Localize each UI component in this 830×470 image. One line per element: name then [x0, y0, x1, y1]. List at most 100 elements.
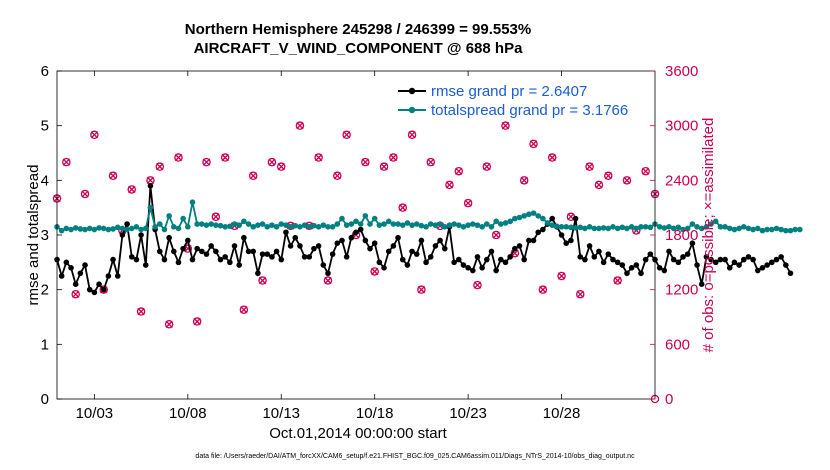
totalspread-point: [633, 225, 640, 232]
rmse-point: [185, 237, 191, 244]
obs-assimilated-point: [333, 172, 341, 180]
totalspread-point: [427, 221, 434, 227]
rmse-point: [264, 251, 271, 257]
rmse-point: [96, 281, 102, 288]
obs-assimilated-point: [529, 140, 538, 148]
totalspread-point: [708, 221, 714, 227]
totalspread-point: [161, 226, 168, 233]
obs-assimilated-point: [249, 172, 257, 180]
totalspread-point: [474, 222, 481, 228]
obs-possible-point: [276, 162, 286, 171]
right-tick-label: 1800: [665, 227, 698, 244]
totalspread-point: [156, 221, 163, 227]
obs-possible-point: [417, 285, 426, 294]
totalspread-point: [549, 222, 556, 228]
obs-assimilated-point: [492, 231, 500, 239]
rmse-point: [773, 256, 780, 263]
obs-assimilated-point: [137, 307, 145, 316]
totalspread-point: [484, 221, 490, 227]
rmse-point: [516, 243, 523, 249]
totalspread-point: [591, 225, 598, 232]
obs-possible-point: [192, 317, 202, 326]
totalspread-point: [568, 224, 574, 231]
obs-possible-point: [155, 162, 165, 171]
totalspread-point: [783, 227, 789, 234]
obs-assimilated-point: [408, 131, 416, 139]
obs-possible-point: [258, 276, 267, 285]
totalspread-point: [250, 224, 257, 230]
rmse-point: [666, 248, 672, 255]
rmse-point: [180, 245, 186, 252]
rmse-point: [227, 259, 233, 266]
obs-assimilated-point: [62, 158, 71, 166]
obs-assimilated-point: [483, 163, 491, 171]
obs-assimilated-point: [548, 153, 556, 162]
rmse-point: [311, 245, 317, 252]
totalspread-point: [133, 224, 140, 230]
totalspread-point: [479, 224, 485, 230]
totalspread-point: [684, 225, 691, 232]
totalspread-point: [119, 225, 126, 232]
totalspread-point: [371, 215, 378, 222]
totalspread-point: [689, 221, 696, 227]
rmse-point: [427, 254, 434, 260]
obs-assimilated-point: [604, 172, 612, 180]
legend-spread-label: totalspread grand pr = 3.1766: [431, 102, 628, 119]
totalspread-point: [577, 224, 584, 231]
rmse-point: [329, 251, 336, 257]
totalspread-point: [610, 224, 616, 230]
totalspread-point: [82, 226, 88, 233]
rmse-point: [675, 259, 682, 266]
left-tick-label: 5: [41, 118, 49, 135]
right-tick-label: 3600: [665, 63, 698, 80]
totalspread-point: [469, 221, 476, 227]
rmse-point: [455, 256, 462, 263]
obs-possible-point: [71, 289, 80, 299]
obs-assimilated-point: [174, 153, 183, 162]
totalspread-point: [670, 225, 677, 232]
rmse-point: [161, 256, 168, 263]
rmse-point: [502, 259, 509, 266]
totalspread-point: [399, 222, 406, 228]
obs-assimilated-point: [427, 158, 435, 166]
rmse-point: [540, 226, 546, 233]
rmse-point: [512, 245, 518, 252]
rmse-point: [297, 243, 303, 249]
rmse-point: [479, 265, 485, 271]
obs-possible-point: [333, 171, 342, 181]
totalspread-point: [446, 222, 453, 228]
rmse-point: [203, 251, 210, 257]
obs-possible-point: [342, 130, 351, 140]
rmse-point: [460, 262, 467, 268]
rmse-point: [661, 267, 668, 274]
totalspread-point: [297, 224, 303, 230]
totalspread-point: [507, 218, 513, 225]
left-axis-label: rmse and totalspread: [25, 165, 42, 306]
totalspread-point: [413, 221, 420, 227]
obs-possible-point: [267, 157, 277, 167]
rmse-point: [114, 273, 121, 279]
right-tick-label: 2400: [665, 172, 698, 189]
totalspread-point: [614, 225, 621, 232]
obs-possible-point: [108, 171, 118, 181]
totalspread-point: [213, 222, 219, 228]
obs-assimilated-point: [371, 267, 379, 276]
rmse-point: [754, 267, 761, 274]
totalspread-point: [287, 224, 294, 230]
totalspread-point: [530, 210, 537, 216]
totalspread-point: [68, 226, 74, 233]
rmse-point: [638, 270, 644, 277]
obs-possible-point: [295, 121, 305, 130]
totalspread-point: [208, 221, 214, 227]
totalspread-point: [572, 225, 579, 231]
totalspread-point: [376, 222, 383, 228]
rmse-point: [521, 256, 527, 263]
rmse-point: [418, 237, 425, 244]
rmse-point: [680, 254, 686, 260]
rmse-point: [142, 262, 149, 268]
rmse-point: [670, 256, 677, 263]
totalspread-point: [329, 224, 336, 230]
rmse-point: [287, 243, 294, 249]
rmse-point: [731, 259, 738, 266]
rmse-point: [572, 215, 579, 222]
